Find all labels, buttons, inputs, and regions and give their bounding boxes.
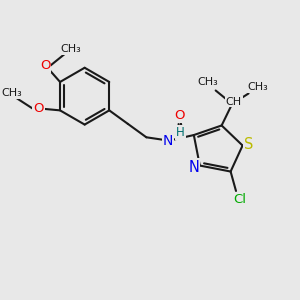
Text: N: N — [188, 160, 199, 175]
Text: CH₃: CH₃ — [2, 88, 22, 98]
Text: CH: CH — [226, 97, 242, 106]
Text: CH₃: CH₃ — [197, 77, 218, 87]
Text: H: H — [176, 126, 185, 139]
Text: S: S — [244, 136, 254, 152]
Text: O: O — [40, 59, 50, 72]
Text: O: O — [174, 109, 184, 122]
Text: CH₃: CH₃ — [248, 82, 268, 92]
Text: Cl: Cl — [233, 193, 246, 206]
Text: CH₃: CH₃ — [60, 44, 81, 54]
Text: N: N — [163, 134, 173, 148]
Text: O: O — [33, 102, 44, 116]
